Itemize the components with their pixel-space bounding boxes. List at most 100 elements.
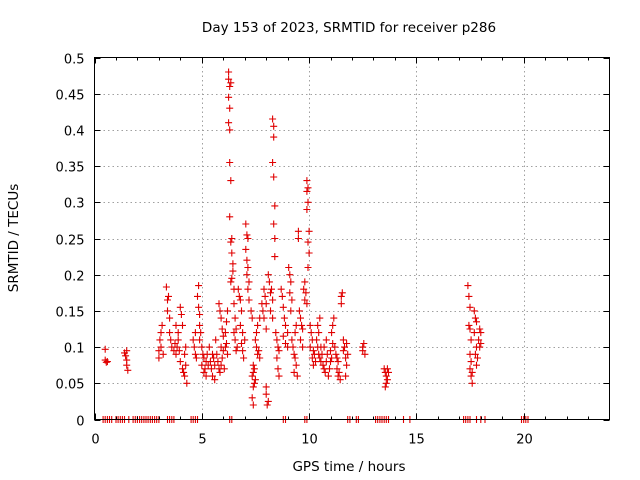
data-point <box>465 321 473 329</box>
data-point <box>221 329 229 337</box>
x-tick-label: 20 <box>516 433 533 448</box>
data-point <box>329 340 337 347</box>
data-point <box>288 296 296 304</box>
data-point <box>286 289 294 297</box>
data-point <box>253 343 260 351</box>
data-point <box>228 235 236 242</box>
data-point <box>291 329 299 337</box>
data-point <box>278 292 286 300</box>
data-point <box>202 372 210 380</box>
data-point <box>249 383 257 391</box>
data-point <box>195 282 203 290</box>
data-point <box>277 285 285 293</box>
data-point <box>215 300 223 308</box>
data-point <box>465 292 473 300</box>
data-point <box>213 350 221 358</box>
data-point <box>242 245 250 253</box>
data-point <box>196 336 204 344</box>
data-point <box>262 390 270 398</box>
data-point <box>249 368 257 376</box>
data-point <box>176 303 184 311</box>
y-tick-label: 0.3 <box>64 197 85 212</box>
data-point <box>319 361 327 369</box>
data-point <box>304 238 312 246</box>
data-point <box>228 274 236 282</box>
data-point <box>196 311 204 318</box>
data-point <box>338 289 346 297</box>
data-point <box>226 104 234 112</box>
data-point <box>477 329 485 337</box>
data-point <box>244 235 252 242</box>
data-point <box>231 336 239 344</box>
data-point <box>224 350 231 358</box>
data-point <box>211 376 219 384</box>
data-point <box>231 314 239 322</box>
data-point <box>232 347 240 355</box>
data-point <box>243 256 251 264</box>
y-tick-label: 0 <box>76 415 84 430</box>
data-point <box>241 336 249 344</box>
data-point <box>225 68 233 76</box>
data-point <box>468 379 476 387</box>
data-point <box>195 303 203 311</box>
y-tick-label: 0.35 <box>56 161 85 176</box>
data-point <box>359 347 367 355</box>
data-point <box>200 368 208 376</box>
data-point <box>196 321 204 329</box>
data-point <box>291 354 299 362</box>
data-point <box>182 343 190 351</box>
data-point <box>360 340 368 347</box>
data-point <box>270 122 278 130</box>
data-point <box>122 352 130 360</box>
data-point <box>343 340 351 347</box>
data-point <box>212 336 220 344</box>
data-point <box>271 253 279 261</box>
data-point <box>219 347 227 355</box>
y-tick-label: 0.05 <box>56 378 85 393</box>
data-point <box>263 401 271 409</box>
data-point <box>243 271 251 279</box>
data-point <box>290 368 298 376</box>
data-point <box>309 347 317 355</box>
data-point <box>181 350 189 358</box>
data-point <box>476 343 484 351</box>
data-point <box>191 350 199 358</box>
data-point <box>179 365 186 373</box>
data-point <box>382 372 390 380</box>
data-point <box>223 340 230 347</box>
data-point <box>244 285 252 293</box>
data-point <box>192 354 200 362</box>
data-point <box>279 332 287 340</box>
y-tick-label: 0.4 <box>64 125 85 140</box>
data-point <box>225 75 233 83</box>
data-point <box>182 361 190 369</box>
data-point <box>471 314 479 322</box>
data-point <box>267 307 274 315</box>
data-point <box>269 115 277 123</box>
data-point <box>254 321 262 329</box>
data-point <box>292 361 300 369</box>
data-point <box>248 394 256 402</box>
data-point <box>175 347 183 355</box>
data-point <box>337 292 345 300</box>
data-point <box>227 238 235 246</box>
data-point <box>264 271 272 279</box>
data-point <box>204 361 212 369</box>
data-point <box>322 336 330 344</box>
data-point <box>262 383 270 391</box>
data-point <box>339 336 347 344</box>
data-point <box>382 379 390 387</box>
data-point <box>245 296 253 304</box>
data-point <box>249 361 257 369</box>
data-points <box>99 68 532 423</box>
data-point <box>327 347 334 355</box>
data-point <box>269 296 277 304</box>
data-point <box>229 267 237 275</box>
data-point <box>248 314 256 322</box>
data-point <box>327 358 334 366</box>
data-point <box>297 314 304 322</box>
data-point <box>219 332 227 340</box>
data-point <box>226 213 234 221</box>
data-point <box>269 159 277 166</box>
data-point <box>155 347 163 355</box>
